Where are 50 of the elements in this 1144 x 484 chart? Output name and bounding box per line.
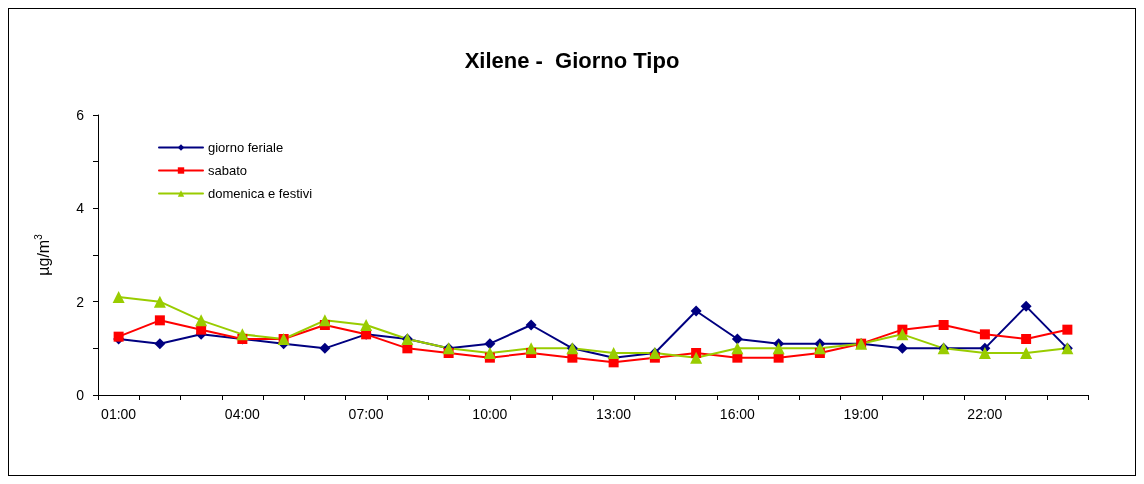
legend-label: domenica e festivi	[208, 186, 313, 201]
point	[318, 314, 331, 327]
point	[896, 342, 908, 354]
point	[896, 328, 909, 341]
point	[196, 324, 207, 335]
point	[154, 338, 166, 350]
x-tick-label: 01:00	[101, 406, 137, 422]
point	[690, 351, 703, 364]
x-tick-label: 07:00	[348, 406, 384, 422]
x-tick-label: 10:00	[472, 406, 508, 422]
point	[319, 342, 331, 354]
point	[153, 295, 166, 308]
chart-title: Xilene - Giorno Tipo	[464, 47, 680, 73]
x-tick-label: 16:00	[719, 406, 756, 422]
point	[360, 319, 373, 331]
point	[483, 347, 496, 359]
point	[772, 342, 785, 355]
legend-label: giorno feriale	[208, 140, 284, 155]
point	[938, 320, 949, 330]
point	[112, 291, 125, 303]
x-tick-label: 13:00	[596, 406, 632, 422]
point	[690, 305, 702, 317]
point	[1020, 300, 1032, 312]
point	[567, 352, 578, 363]
point	[1021, 334, 1032, 344]
x-tick-label: 19:00	[843, 406, 879, 422]
y-tick-label: 4	[76, 200, 85, 217]
point	[484, 338, 496, 350]
y-axis-title: µg/m3	[32, 233, 52, 276]
point	[195, 314, 208, 327]
point	[773, 352, 784, 363]
x-tick-label: 04:00	[224, 406, 261, 422]
point	[731, 342, 744, 355]
point	[732, 352, 743, 363]
y-tick-label: 6	[76, 107, 85, 123]
y-tick-label: 0	[76, 387, 85, 403]
point	[525, 319, 537, 331]
y-tick-label: 2	[76, 293, 85, 310]
point	[525, 342, 538, 355]
x-tick-label: 22:00	[967, 406, 1003, 422]
point	[978, 347, 991, 359]
point	[607, 347, 620, 359]
point	[813, 342, 826, 355]
point	[154, 315, 165, 326]
point	[979, 329, 990, 340]
point	[731, 333, 743, 345]
point	[236, 328, 249, 341]
point	[1020, 347, 1033, 359]
point	[1062, 324, 1073, 335]
legend-label: sabato	[208, 163, 248, 178]
